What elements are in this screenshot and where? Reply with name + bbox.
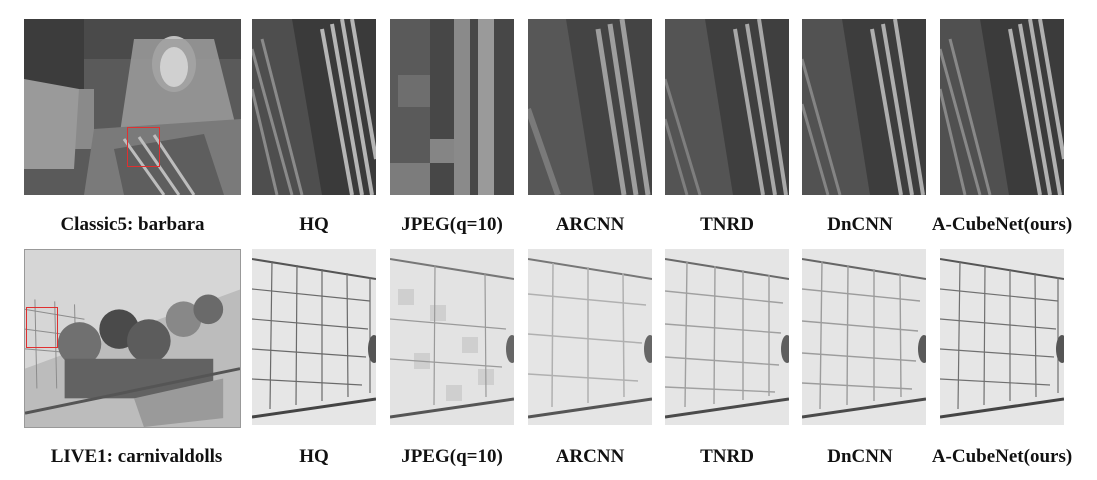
caption-barbara-tnrd: TNRD [700,214,754,235]
barbara-crop-jpeg [390,19,514,195]
barbara-source-image [24,19,241,195]
caption-carnivaldolls-acubenet: A-CubeNet(ours) [931,446,1073,467]
carnivaldolls-crop-hq [252,249,376,425]
caption-carnivaldolls-hq: HQ [299,446,329,467]
barbara-crop-dncnn [802,19,926,195]
caption-carnivaldolls-source: LIVE1: carnivaldolls [50,446,223,467]
carnivaldolls-crop-tnrd [665,249,789,425]
carnivaldolls-crop-dncnn [802,249,926,425]
barbara-crop-tnrd [665,19,789,195]
barbara-crop-arcnn [528,19,652,195]
carnivaldolls-crop-arcnn [528,249,652,425]
caption-barbara-dncnn: DnCNN [827,214,893,235]
caption-barbara-hq: HQ [299,214,329,235]
caption-barbara-source: Classic5: barbara [60,214,205,235]
caption-carnivaldolls-arcnn: ARCNN [555,446,625,467]
caption-carnivaldolls-tnrd: TNRD [700,446,754,467]
caption-barbara-jpeg: JPEG(q=10) [401,214,503,235]
carnivaldolls-source-image [24,249,241,428]
caption-carnivaldolls-dncnn: DnCNN [827,446,893,467]
carnivaldolls-crop-jpeg [390,249,514,425]
caption-barbara-arcnn: ARCNN [555,214,625,235]
barbara-crop-hq [252,19,376,195]
carnivaldolls-crop-acubenet [940,249,1064,425]
caption-carnivaldolls-jpeg: JPEG(q=10) [401,446,503,467]
barbara-crop-acubenet [940,19,1064,195]
carnivaldolls-zoom-region-box [26,307,58,348]
caption-barbara-acubenet: A-CubeNet(ours) [931,214,1073,235]
barbara-zoom-region-box [127,127,160,167]
